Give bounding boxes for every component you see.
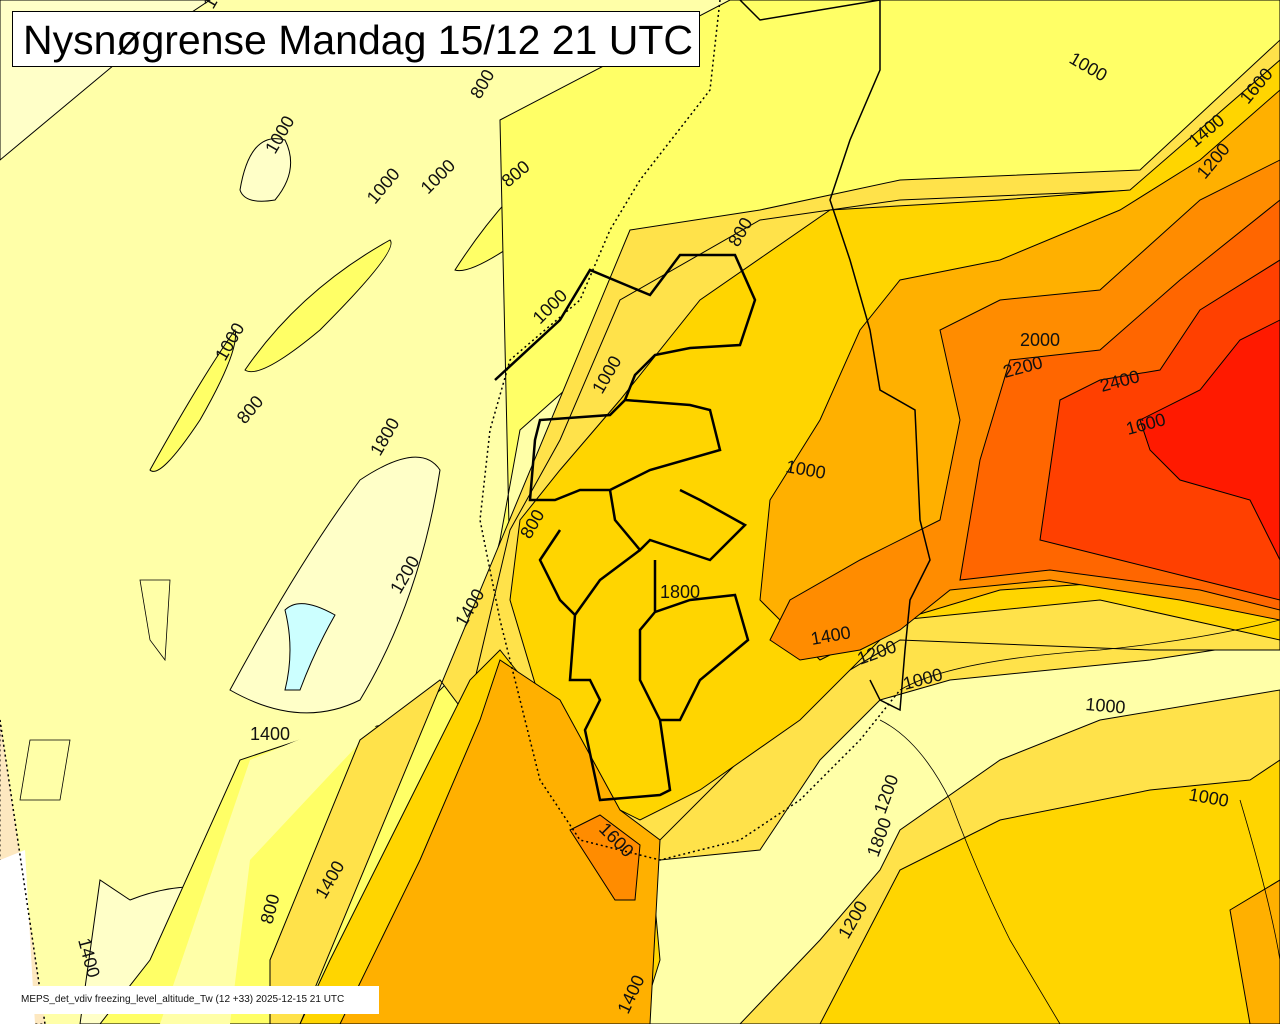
coastline <box>19 579 1280 1024</box>
model-run-caption: MEPS_det_vdiv freezing_level_altitude_Tw… <box>13 986 379 1014</box>
contour-label: 1000 <box>1085 694 1127 717</box>
map-title: Nysnøgrense Mandag 15/12 21 UTC <box>12 11 700 67</box>
contour-label: 2000 <box>1020 330 1060 350</box>
sea-border <box>0 0 901 1024</box>
contour-label: 1400 <box>250 724 290 744</box>
county-borders <box>494 253 757 802</box>
country-border <box>739 0 931 712</box>
contour-label: 1800 <box>660 582 700 602</box>
